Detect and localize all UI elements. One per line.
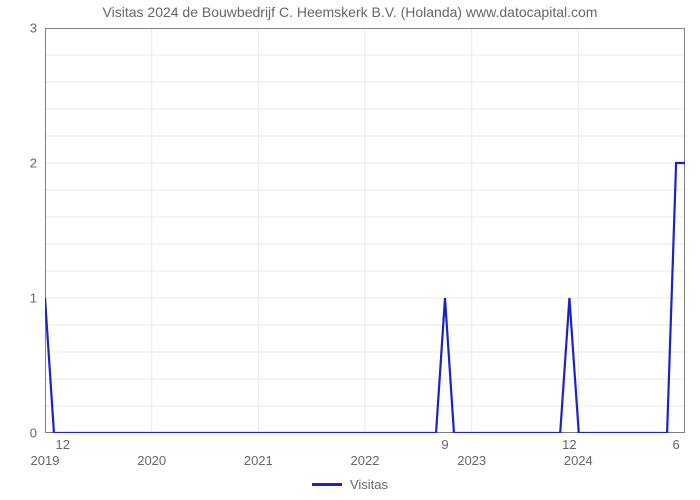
x-tick-month: 12 xyxy=(562,437,576,452)
plot-area xyxy=(45,28,685,433)
x-tick-year: 2021 xyxy=(244,453,273,468)
y-tick-label: 0 xyxy=(0,426,37,441)
x-tick-month: 12 xyxy=(56,437,70,452)
y-tick-label: 2 xyxy=(0,156,37,171)
y-tick-label: 1 xyxy=(0,291,37,306)
legend-label: Visitas xyxy=(350,477,388,492)
plot-svg xyxy=(45,28,685,433)
x-tick-month: 9 xyxy=(441,437,448,452)
x-tick-year: 2019 xyxy=(31,453,60,468)
chart-container: Visitas 2024 de Bouwbedrijf C. Heemskerk… xyxy=(0,0,700,500)
x-tick-year: 2020 xyxy=(137,453,166,468)
x-tick-year: 2023 xyxy=(457,453,486,468)
legend: Visitas xyxy=(0,473,700,492)
x-tick-month: 6 xyxy=(672,437,679,452)
chart-title: Visitas 2024 de Bouwbedrijf C. Heemskerk… xyxy=(0,4,700,20)
legend-swatch xyxy=(312,483,342,486)
legend-item: Visitas xyxy=(312,477,388,492)
x-tick-year: 2024 xyxy=(564,453,593,468)
y-tick-label: 3 xyxy=(0,21,37,36)
x-tick-year: 2022 xyxy=(351,453,380,468)
